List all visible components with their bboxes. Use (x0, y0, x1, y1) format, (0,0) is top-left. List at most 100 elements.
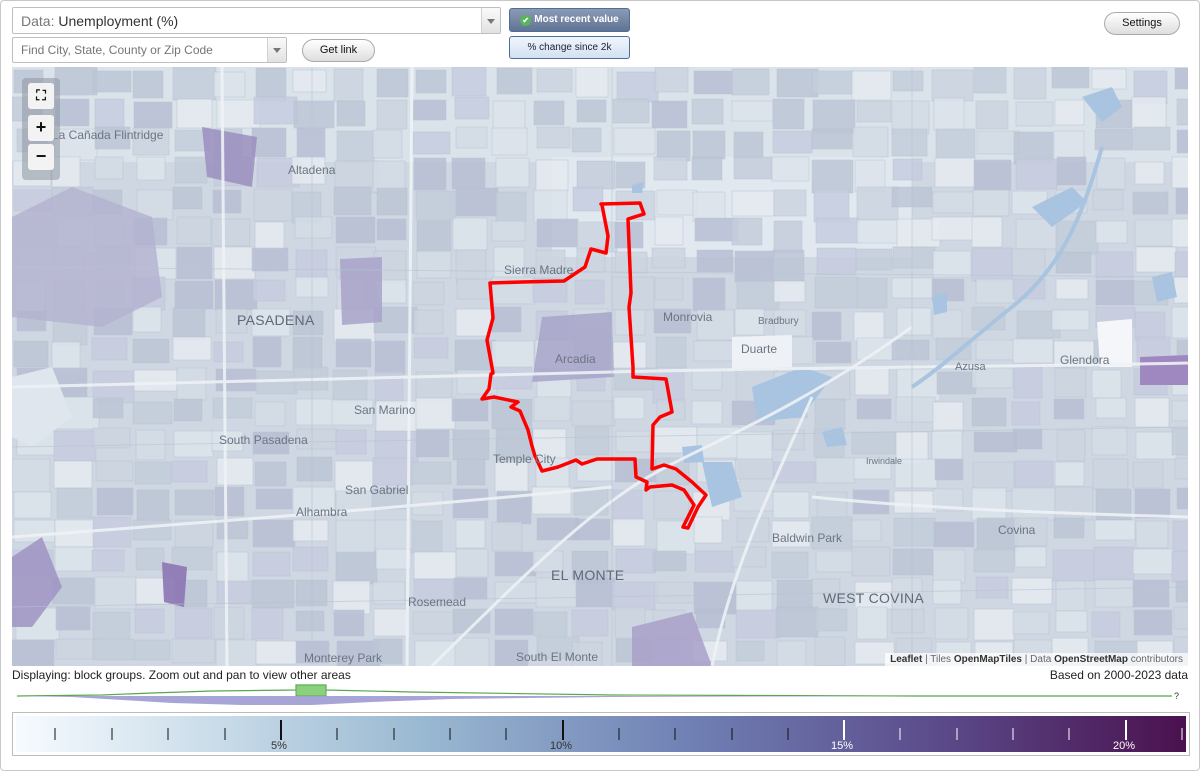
block-group (92, 397, 124, 419)
search-input[interactable] (13, 38, 263, 62)
block-group (735, 580, 773, 612)
place-label: La Cañada Flintridge (52, 128, 164, 142)
block-group (211, 218, 251, 247)
block-group (575, 577, 616, 608)
block-group (1095, 220, 1128, 244)
block-group (856, 186, 899, 221)
chevron-down-icon[interactable] (481, 8, 500, 33)
block-group (254, 461, 287, 487)
settings-button[interactable]: Settings (1104, 12, 1180, 35)
block-group (1132, 548, 1175, 575)
zoom-out-button[interactable]: − (28, 144, 54, 170)
zoom-in-button[interactable]: + (28, 115, 54, 141)
block-group (1134, 161, 1165, 185)
block-group (452, 217, 488, 251)
block-group (55, 638, 97, 660)
block-group (1171, 427, 1188, 456)
block-group (532, 428, 567, 463)
block-group (254, 221, 285, 251)
block-group (973, 431, 1018, 453)
block-group (851, 70, 892, 101)
block-group (333, 609, 365, 637)
block-group (53, 460, 93, 489)
legend-tick-label: 5% (271, 740, 287, 752)
block-group (12, 458, 51, 493)
block-group (692, 130, 726, 160)
block-group (773, 309, 807, 337)
map-view[interactable]: La Cañada Flintridge Altadena Sierra Mad… (12, 67, 1188, 666)
block-group (932, 401, 964, 436)
block-group (1175, 187, 1188, 215)
block-group (654, 67, 689, 93)
block-group (1092, 458, 1129, 490)
openstreetmap-link[interactable]: OpenStreetMap (1054, 654, 1128, 665)
data-select[interactable]: Data: Unemployment (%) (12, 7, 501, 34)
leaflet-link[interactable]: Leaflet (890, 654, 923, 665)
block-group (653, 308, 692, 334)
block-group (1174, 457, 1188, 480)
block-group (1176, 129, 1188, 154)
block-group (456, 458, 486, 486)
block-group (736, 280, 780, 311)
block-group (814, 608, 848, 632)
block-group (971, 397, 1007, 427)
block-group (971, 487, 1007, 521)
histogram-marker: ? (1174, 691, 1179, 701)
pct-change-toggle[interactable]: % change since 2k (509, 36, 630, 59)
get-link-button[interactable]: Get link (302, 39, 375, 62)
place-label: Arcadia (555, 352, 596, 366)
block-group (296, 127, 326, 160)
fullscreen-icon[interactable]: ⛶ (28, 83, 54, 109)
location-search[interactable] (12, 37, 287, 63)
block-group (1132, 191, 1169, 215)
block-group (335, 429, 367, 455)
block-group (454, 637, 490, 666)
block-group (1133, 126, 1171, 151)
block-group (214, 486, 245, 517)
block-group (891, 608, 925, 634)
block-group (1095, 251, 1134, 279)
block-group (896, 307, 932, 336)
block-group (691, 98, 724, 125)
block-group (213, 341, 244, 363)
legend-tick-label: 20% (1113, 740, 1136, 752)
block-group (571, 641, 603, 666)
block-group (92, 638, 135, 661)
block-group (292, 336, 323, 371)
block-group (336, 130, 375, 164)
block-group (575, 67, 609, 98)
block-group (455, 548, 489, 578)
block-group (212, 189, 242, 214)
block-group (335, 490, 376, 522)
place-label: Alhambra (296, 505, 348, 519)
block-group (455, 126, 488, 149)
block-group (892, 70, 924, 92)
chevron-down-icon[interactable] (267, 38, 286, 62)
block-group (815, 341, 852, 364)
block-group (172, 186, 203, 210)
block-group (136, 156, 166, 181)
block-group (536, 517, 580, 541)
block-group (811, 70, 855, 95)
block-group (533, 611, 568, 637)
block-group (253, 96, 298, 125)
place-label: Baldwin Park (772, 531, 843, 545)
block-group (372, 457, 414, 486)
most-recent-toggle[interactable]: ✔ Most recent value (509, 8, 630, 32)
block-group (334, 460, 374, 495)
block-group (1176, 487, 1188, 510)
block-group (92, 70, 132, 93)
block-group (1134, 488, 1171, 519)
block-group (976, 130, 1020, 155)
place-label: South El Monte (516, 650, 599, 664)
block-group (651, 100, 688, 129)
block-group (811, 128, 853, 150)
block-group (134, 639, 171, 661)
block-group (251, 247, 289, 272)
block-group (376, 187, 408, 216)
openmaptiles-link[interactable]: OpenMapTiles (953, 654, 1022, 665)
selected-area-boundary (480, 201, 708, 530)
block-group (372, 638, 403, 665)
block-group (173, 398, 203, 422)
block-group (656, 130, 691, 162)
